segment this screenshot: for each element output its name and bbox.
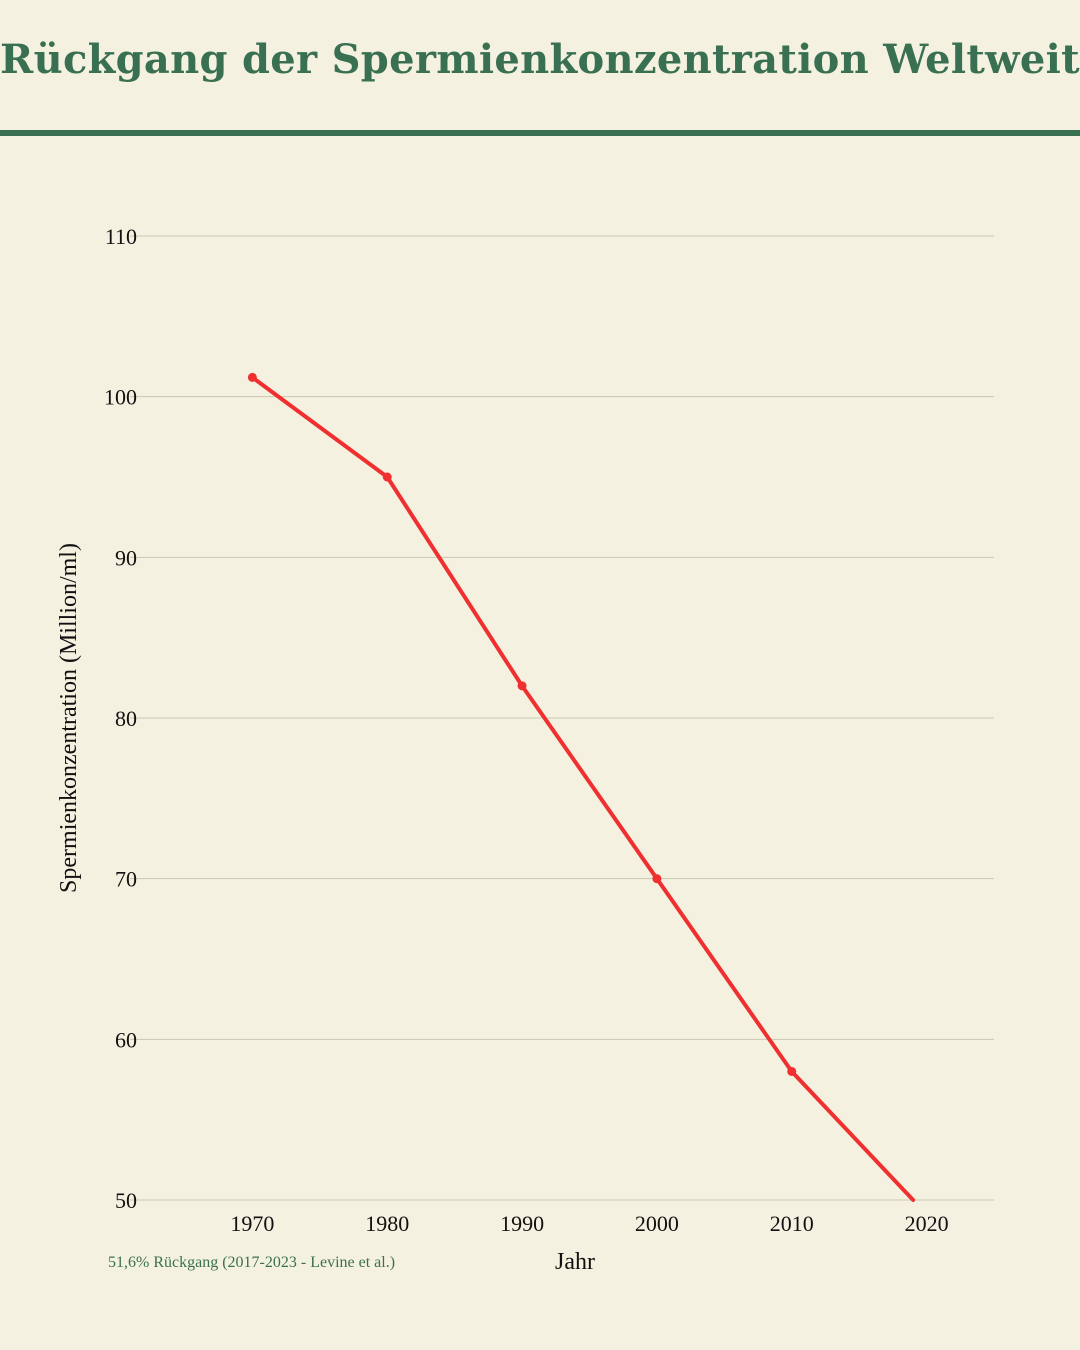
data-point-1990: [517, 681, 527, 691]
y-tick-label: 70: [115, 867, 137, 892]
y-tick-label: 50: [115, 1188, 137, 1213]
y-axis-ticks: 50 60 70 80 90 100 110: [104, 224, 137, 1213]
page-title: Rückgang der Spermienkonzentration Weltw…: [0, 36, 1080, 83]
y-tick-label: 110: [105, 224, 137, 249]
data-point-1980: [382, 472, 392, 482]
y-axis-label: Spermienkonzentration (Million/ml): [56, 543, 82, 893]
gridlines: [130, 235, 994, 1201]
series-group: [247, 372, 916, 1202]
data-point-2010: [787, 1066, 797, 1076]
x-axis-ticks: 1970 1980 1990 2000 2010 2020: [230, 1211, 948, 1236]
source-note: 51,6% Rückgang (2017-2023 - Levine et al…: [108, 1254, 395, 1271]
series-line: [250, 375, 916, 1202]
x-tick-label: 1980: [365, 1211, 409, 1236]
x-tick-label: 1970: [230, 1211, 274, 1236]
x-tick-label: 2010: [770, 1211, 814, 1236]
title-divider: [0, 130, 1080, 136]
x-tick-label: 2000: [635, 1211, 679, 1236]
y-tick-label: 90: [115, 545, 137, 570]
x-axis-label: Jahr: [555, 1249, 595, 1275]
y-tick-label: 100: [104, 385, 137, 410]
y-tick-label: 80: [115, 706, 137, 731]
y-tick-label: 60: [115, 1027, 137, 1052]
data-point-2000: [652, 874, 662, 884]
x-tick-label: 2020: [905, 1211, 949, 1236]
data-point-1970: [247, 372, 257, 382]
x-tick-label: 1990: [500, 1211, 544, 1236]
